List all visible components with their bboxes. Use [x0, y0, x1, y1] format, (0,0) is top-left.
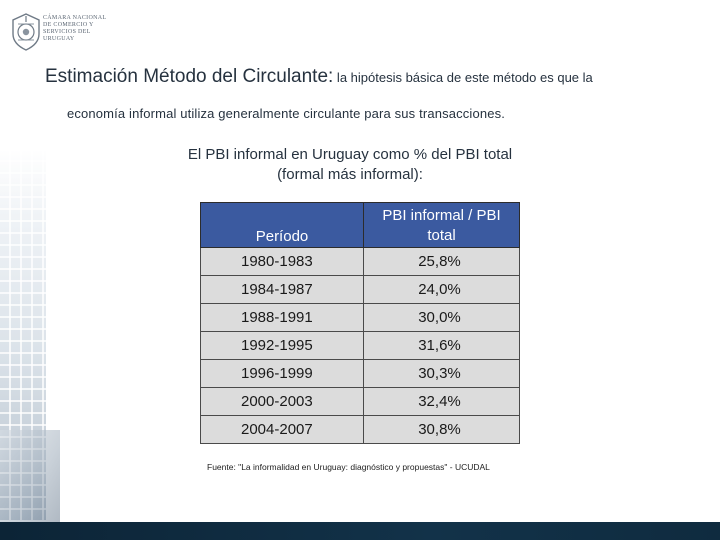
logo-line-2: de Comercio y	[43, 22, 94, 28]
table-row: 2004-2007 30,8%	[200, 415, 520, 444]
ratio-cell: 30,3%	[363, 359, 520, 388]
table-header-row: Período PBI informal / PBI total	[200, 202, 520, 248]
table-row: 1992-1995 31,6%	[200, 331, 520, 360]
table-row: 1996-1999 30,3%	[200, 359, 520, 388]
table-row: 2000-2003 32,4%	[200, 387, 520, 416]
caption-line-1: El PBI informal en Uruguay como % del PB…	[187, 146, 513, 163]
source-note: Fuente: "La informalidad en Uruguay: dia…	[207, 462, 490, 472]
slide-title: Estimación Método del Circulante:	[45, 66, 334, 87]
logo-line-1: Cámara Nacional	[43, 15, 107, 21]
logo-line-3: Servicios del	[43, 29, 91, 35]
table-row: 1984-1987 24,0%	[200, 275, 520, 304]
decorative-building-shadow	[0, 430, 60, 522]
footer-bar	[0, 522, 720, 540]
period-cell: 2004-2007	[200, 415, 364, 444]
header-period: Período	[200, 202, 364, 248]
caption-line-2: (formal más informal):	[277, 166, 423, 183]
table-caption: El PBI informal en Uruguay como % del PB…	[160, 145, 540, 185]
period-cell: 1996-1999	[200, 359, 364, 388]
period-cell: 1988-1991	[200, 303, 364, 332]
table-row: 1988-1991 30,0%	[200, 303, 520, 332]
header-ratio: PBI informal / PBI total	[363, 202, 520, 248]
period-cell: 1980-1983	[200, 247, 364, 276]
table-row: 1980-1983 25,8%	[200, 247, 520, 276]
heading-text-part2: economía informal utiliza generalmente c…	[67, 106, 506, 121]
ratio-cell: 32,4%	[363, 387, 520, 416]
logo-text: Cámara Nacional de Comercio y Servicios …	[43, 15, 138, 43]
ratio-cell: 30,8%	[363, 415, 520, 444]
ratio-cell: 30,0%	[363, 303, 520, 332]
logo-line-4: Uruguay	[43, 36, 75, 42]
period-cell: 1992-1995	[200, 331, 364, 360]
ratio-cell: 25,8%	[363, 247, 520, 276]
period-cell: 1984-1987	[200, 275, 364, 304]
ratio-cell: 24,0%	[363, 275, 520, 304]
period-cell: 2000-2003	[200, 387, 364, 416]
informal-gdp-table: Período PBI informal / PBI total 1980-19…	[200, 202, 520, 444]
organization-logo: Cámara Nacional de Comercio y Servicios …	[9, 10, 139, 54]
ratio-cell: 31,6%	[363, 331, 520, 360]
slide-heading: Estimación Método del Circulante: la hip…	[45, 66, 715, 88]
seal-icon	[12, 13, 40, 51]
heading-text-part1: la hipótesis básica de este método es qu…	[333, 70, 593, 85]
